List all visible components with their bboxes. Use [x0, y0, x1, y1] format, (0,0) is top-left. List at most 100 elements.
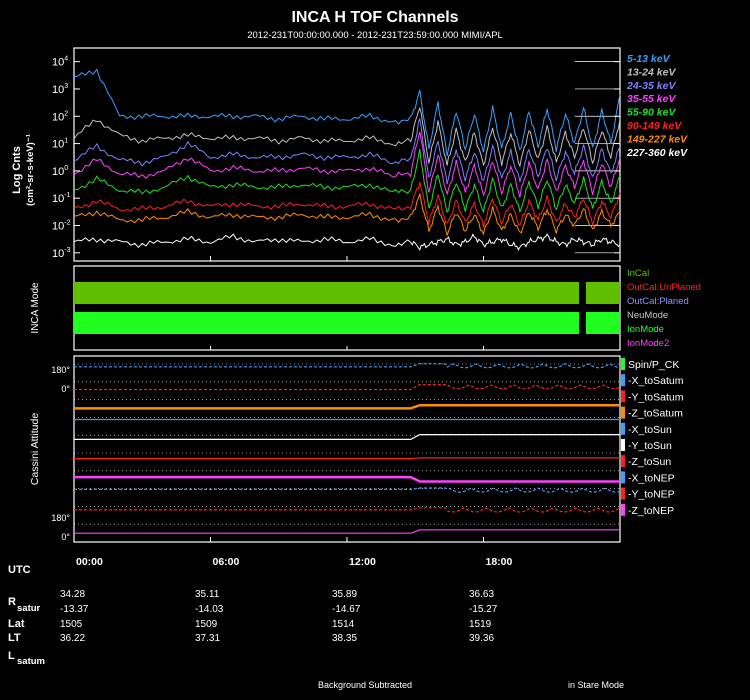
mode-ylabel: INCA Mode: [30, 282, 41, 334]
mode-bar-IonMode-after-gap: [585, 312, 620, 334]
attitude-track--X_toNEP: [74, 487, 621, 493]
tof-legend-entry: 227-360 keV: [626, 147, 688, 159]
tof-series-line-13-24-keV: [73, 106, 621, 168]
attitude-tracks: [74, 363, 621, 534]
attitude-legend-entry: -Y_toNEP: [628, 489, 675, 501]
attitude-ylabel: Cassini Attitude: [29, 413, 41, 486]
ephemeris-value: 34.28: [60, 589, 85, 600]
mode-panel: INCA Mode InCal OutCal:UnPlaned OutCal:Pla…: [30, 265, 701, 351]
mode-legend: InCal OutCal:UnPlaned OutCal:Planed NeuMode…: [627, 268, 701, 349]
x-tick-label: 00:00: [76, 556, 103, 568]
ephemeris-value: 36.22: [60, 633, 85, 644]
mode-legend-entry: OutCal:Planed: [627, 296, 689, 307]
tof-ytick-exponent: 3: [64, 83, 68, 90]
ephemeris-value: 35.11: [195, 589, 220, 600]
attitude-legend-swatch: [621, 374, 625, 387]
ephemeris-value: 1505: [60, 619, 83, 630]
tof-ytick-exponent: 0: [64, 165, 68, 172]
chart-subtitle: 2012-231T00:00:00.000 - 2012-231T23:59:0…: [247, 30, 503, 41]
ephemeris-value: -15.27: [469, 604, 498, 615]
attitude-tick-labels: 180° 0° 180° 0°: [51, 365, 70, 542]
attitude-legend: Spin/P_CK -X_toSatum -Y_toSatum -Z_toSatum -…: [621, 358, 684, 517]
attitude-tick-label: 0°: [61, 384, 70, 394]
attitude-legend-swatch: [621, 455, 625, 468]
ephemeris-value: 36.63: [469, 589, 494, 600]
ephemeris-value: 1514: [332, 619, 355, 630]
attitude-legend-entry: -Z_toSun: [628, 456, 671, 468]
x-tick-label: 06:00: [213, 556, 240, 568]
tof-ytick-exponent: -2: [64, 220, 70, 227]
tof-ytick-exponent: 1: [64, 138, 68, 145]
attitude-legend-entry: -Y_toSun: [628, 440, 672, 452]
attitude-tick-label: 0°: [61, 532, 70, 542]
attitude-track--Y_toNEP: [74, 507, 621, 513]
attitude-legend-swatch: [621, 503, 625, 516]
attitude-track--Z_toSun-2: [74, 475, 620, 483]
attitude-legend-entry: -X_toSun: [628, 424, 672, 436]
x-tick-label: 18:00: [486, 556, 513, 568]
tof-ytick-exponent: 2: [64, 110, 68, 117]
tof-series-line-90-149-keV: [73, 181, 621, 228]
mode-bar-InCal-after-gap: [585, 282, 620, 304]
utc-label: UTC: [8, 564, 31, 576]
attitude-legend-swatch: [621, 406, 625, 419]
tof-ytick-exponent: 4: [64, 56, 68, 63]
tof-series-line-149-227-keV: [73, 193, 621, 237]
attitude-legend-entry: -X_toNEP: [628, 472, 675, 484]
ephemeris-row-label: R: [8, 596, 16, 608]
mode-panel-frame: [73, 265, 621, 351]
ephemeris-value: -14.67: [332, 604, 361, 615]
ephemeris-row-label: L: [8, 650, 15, 662]
tof-ytick-label: 10-3: [52, 247, 71, 260]
mode-legend-entry: NeuMode: [627, 310, 668, 321]
ephemeris-value: 1519: [469, 619, 492, 630]
attitude-legend-swatch: [621, 422, 625, 435]
ephemeris-row-label: Lat: [8, 618, 25, 630]
ephemeris-value: 38.35: [332, 633, 357, 644]
tof-ylabel: Log Cnts: [11, 146, 23, 194]
tof-ytick-label: 10-2: [52, 220, 71, 233]
attitude-tick-label: 180°: [51, 365, 70, 375]
tof-ylabel-units: (cm²-sr-s-keV)⁻¹: [25, 134, 36, 206]
attitude-legend-swatch: [621, 471, 625, 484]
attitude-track--Y_toSun: [74, 434, 620, 440]
chart-title: INCA H TOF Channels: [291, 9, 458, 26]
attitude-track--Z_toNEP: [74, 529, 620, 534]
tof-series-line-55-90-keV: [74, 148, 621, 214]
tof-ytick-label: 100: [52, 165, 68, 178]
tof-legend-entry: 5-13 keV: [627, 53, 671, 65]
attitude-legend-entry: -X_toSatum: [628, 375, 684, 387]
attitude-legend-swatch: [621, 358, 625, 370]
tof-legend-entry: 55-90 keV: [627, 107, 676, 119]
ephemeris-value: -14.03: [195, 604, 224, 615]
mode-legend-entry: IonMode: [627, 324, 664, 335]
attitude-tick-label: 180°: [51, 513, 70, 523]
attitude-legend-swatch: [621, 439, 625, 451]
attitude-legend-swatch: [621, 390, 625, 403]
attitude-legend-entry: -Z_toSatum: [628, 408, 683, 420]
footer-stare-mode: in Stare Mode: [568, 680, 624, 690]
tof-ytick-label: 103: [52, 83, 68, 96]
tof-ytick-label: 10-1: [52, 192, 71, 205]
ephemeris-value: 39.36: [469, 633, 494, 644]
attitude-legend-entry: -Z_toNEP: [628, 505, 674, 517]
mode-legend-entry: InCal: [627, 268, 649, 279]
attitude-legend-swatch: [621, 487, 625, 500]
ephemeris-row-label: LT: [8, 632, 21, 644]
attitude-track--X_toSatum: [74, 363, 621, 369]
ephemeris-value: -13.37: [60, 604, 89, 615]
tof-ytick-exponent: -1: [64, 192, 70, 199]
tof-series-group: [73, 68, 621, 251]
ephemeris-value: 37.31: [195, 633, 220, 644]
tof-series-line-5-13-keV: [73, 68, 621, 157]
ephemeris-value: 35.89: [332, 589, 357, 600]
tof-legend-entry: 35-55 keV: [627, 93, 676, 105]
attitude-legend-entry: -Y_toSatum: [628, 391, 684, 403]
attitude-track--Z_toSatum: [74, 403, 620, 410]
attitude-panel-frame: [73, 355, 621, 543]
mode-bars: [74, 282, 620, 334]
mode-bar-IonMode: [74, 312, 580, 334]
